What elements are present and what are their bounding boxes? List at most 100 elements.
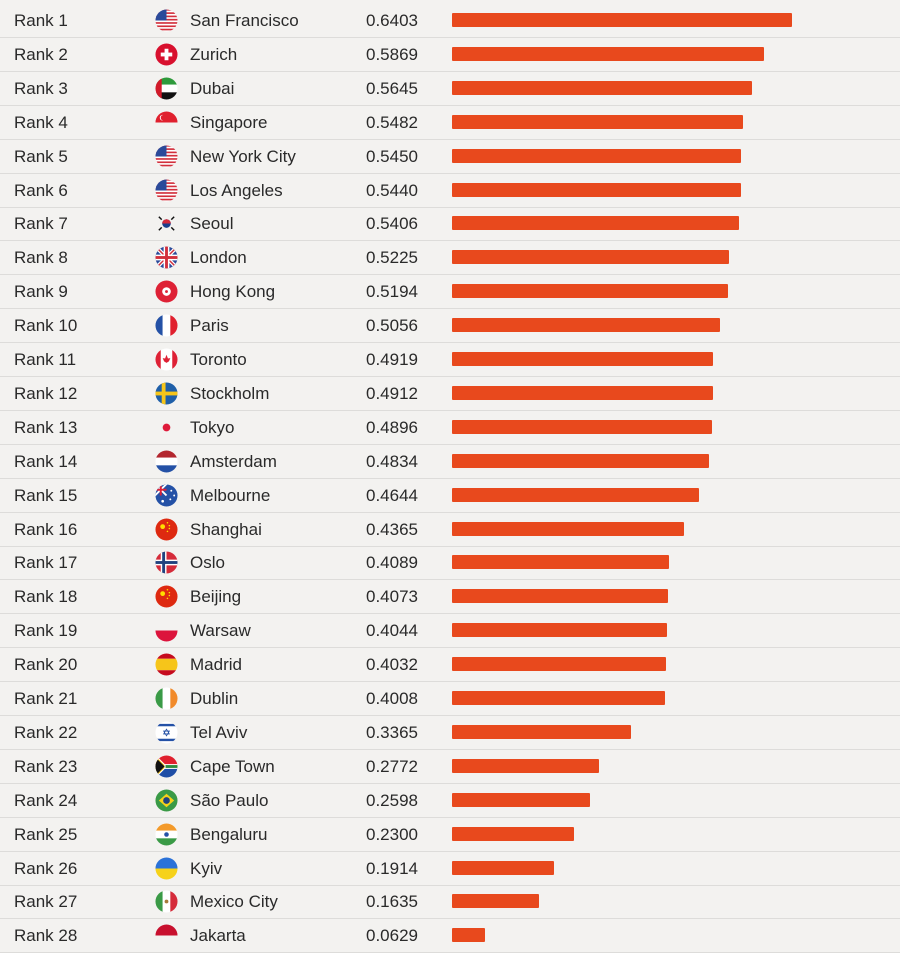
score-label: 0.4919 [366,350,418,369]
rank-label: Rank 18 [14,587,78,607]
city-label: Shanghai [190,519,262,539]
table-row: Rank 15 Melbourne 0.4644 [0,479,900,513]
rank-label: Rank 22 [14,722,78,742]
city-label: Melbourne [190,485,271,505]
score-bar [452,758,600,773]
score-label: 0.5645 [366,78,418,98]
score-bar [452,419,712,434]
score-bar [452,928,486,943]
table-row: Rank 5 New York City 0.5450 [0,140,900,174]
switzerland-flag-icon [155,43,178,66]
spain-flag-icon [155,653,178,676]
netherlands-flag-icon [155,450,178,473]
city-label: Stockholm [190,383,270,403]
score-bar [452,114,744,129]
score-bar [452,589,669,604]
brazil-flag-icon [155,789,178,812]
table-row: Rank 28 Jakarta 0.0629 [0,919,900,953]
score-label: 0.4032 [366,655,418,675]
score-bar [452,80,752,95]
norway-flag-icon [155,551,178,574]
score-label: 0.5225 [366,248,418,268]
score-label: 0.5056 [366,316,418,336]
city-label: Bengaluru [190,824,268,844]
city-label: London [190,248,247,268]
south-africa-flag-icon [155,755,178,778]
table-row: Rank 2 Zurich 0.5869 [0,38,900,72]
israel-flag-icon [155,721,178,744]
city-label: Oslo [190,553,225,573]
uae-flag-icon [155,77,178,100]
score-label: 0.5482 [366,112,418,132]
rank-label: Rank 12 [14,383,78,403]
table-row: Rank 27 Mexico City 0.1635 [0,885,900,920]
table-row: Rank 24 São Paulo 0.2598 [0,784,900,818]
indonesia-flag-icon [155,924,178,947]
table-row: Rank 19 Warsaw 0.4044 [0,614,900,649]
table-row: Rank 4 Singapore 0.5482 [0,106,900,140]
city-label: Dublin [190,689,239,708]
table-row: Rank 7 Seoul 0.5406 [0,207,900,242]
city-label: San Francisco [190,11,299,30]
rank-label: Rank 5 [14,146,68,166]
score-label: 0.4912 [366,383,418,403]
score-bar [452,250,730,265]
score-label: 0.5406 [366,214,418,234]
table-row: Rank 21 Dublin 0.4008 [0,682,900,716]
table-row: Rank 6 Los Angeles 0.5440 [0,174,900,208]
sweden-flag-icon [155,382,178,405]
uk-flag-icon [155,246,178,269]
score-bar [452,453,709,468]
score-label: 0.5450 [366,146,418,166]
rank-label: Rank 4 [14,112,68,132]
city-label: Seoul [190,214,234,234]
table-row: Rank 14 Amsterdam 0.4834 [0,445,900,479]
china-flag-icon [155,517,178,541]
table-row: Rank 1 San Francisco 0.6403 [0,4,900,38]
rank-label: Rank 27 [14,892,78,912]
france-flag-icon [155,314,178,337]
city-label: Madrid [190,655,242,675]
table-row: Rank 10 Paris 0.5056 [0,309,900,344]
score-label: 0.5194 [366,282,418,302]
score-bar [452,826,575,841]
poland-flag-icon [155,619,178,642]
rank-label: Rank 16 [14,519,78,539]
table-row: Rank 9 Hong Kong 0.5194 [0,275,900,310]
score-bar [452,623,667,638]
ireland-flag-icon [155,687,178,710]
china-flag-icon [155,585,178,608]
ukraine-flag-icon [155,856,178,880]
score-bar [452,724,631,739]
score-label: 0.4896 [366,417,418,437]
score-label: 0.4044 [366,621,418,641]
score-label: 0.4644 [366,485,418,505]
table-row: Rank 20 Madrid 0.4032 [0,648,900,683]
city-label: São Paulo [190,790,269,810]
score-bar [452,860,554,875]
rank-label: Rank 23 [14,756,78,776]
score-label: 0.4073 [366,587,418,607]
score-bar [452,148,742,163]
score-label: 0.4008 [366,689,418,708]
city-label: Mexico City [190,892,278,912]
score-label: 0.2598 [366,790,418,810]
us-flag-icon [155,9,178,32]
rank-label: Rank 17 [14,553,78,573]
score-label: 0.1635 [366,892,418,912]
hong-kong-flag-icon [155,280,178,303]
city-label: Los Angeles [190,180,283,200]
mexico-flag-icon [155,890,178,913]
city-label: New York City [190,146,296,166]
city-label: Toronto [190,350,247,369]
us-flag-icon [155,145,178,168]
rank-label: Rank 28 [14,926,78,946]
city-label: Amsterdam [190,451,277,471]
city-label: Tokyo [190,417,235,437]
table-row: Rank 16 Shanghai 0.4365 [0,513,900,547]
table-row: Rank 3 Dubai 0.5645 [0,72,900,106]
city-label: Jakarta [190,926,246,946]
rank-label: Rank 24 [14,790,78,810]
rank-label: Rank 26 [14,858,78,878]
